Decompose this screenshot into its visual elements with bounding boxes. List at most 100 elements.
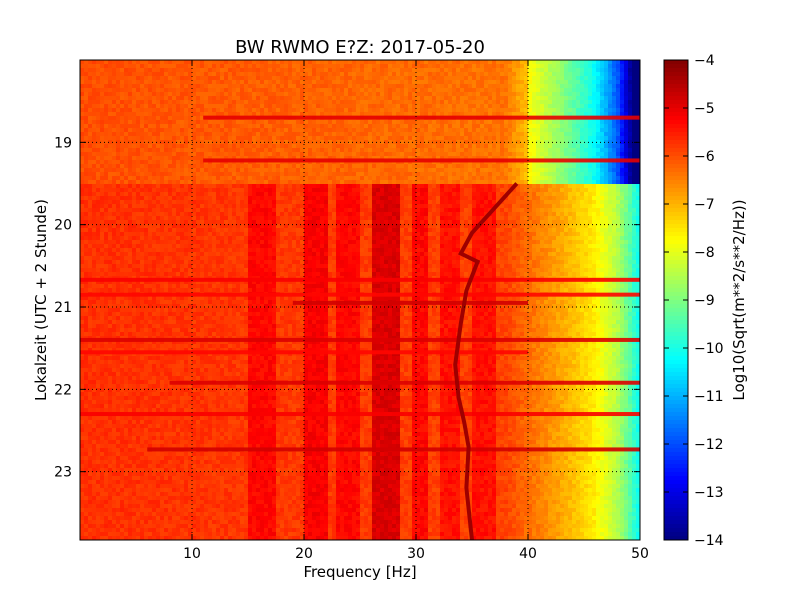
heatmap-cell — [260, 124, 265, 129]
heatmap-cell — [620, 180, 625, 185]
heatmap-cell — [584, 64, 589, 69]
heatmap-cell — [416, 124, 421, 129]
heatmap-cell — [376, 96, 381, 101]
heatmap-cell — [104, 192, 109, 197]
heatmap-cell — [280, 68, 285, 73]
heatmap-cell — [204, 176, 209, 181]
heatmap-cell — [536, 92, 541, 97]
heatmap-cell — [444, 152, 449, 157]
heatmap-cell — [256, 172, 261, 177]
heatmap-cell — [532, 196, 537, 201]
heatmap-cell — [440, 132, 445, 137]
heatmap-cell — [120, 84, 125, 89]
heatmap-cell — [200, 108, 205, 113]
heatmap-cell — [468, 72, 473, 77]
heatmap-cell — [372, 168, 377, 173]
heatmap-cell — [264, 168, 269, 173]
heatmap-cell — [116, 164, 121, 169]
heatmap-cell — [388, 76, 393, 81]
heatmap-cell — [312, 196, 317, 201]
heatmap-cell — [104, 68, 109, 73]
heatmap-cell — [564, 68, 569, 73]
heatmap-cell — [120, 76, 125, 81]
heatmap-cell — [464, 128, 469, 133]
heatmap-cell — [508, 72, 513, 77]
heatmap-cell — [252, 200, 257, 205]
heatmap-cell — [368, 120, 373, 125]
heatmap-cell — [228, 64, 233, 69]
heatmap-cell — [128, 60, 133, 65]
heatmap-cell — [88, 120, 93, 125]
heatmap-cell — [236, 148, 241, 153]
heatmap-cell — [84, 88, 89, 93]
heatmap-cell — [156, 104, 161, 109]
heatmap-cell — [352, 152, 357, 157]
heatmap-cell — [568, 92, 573, 97]
heatmap-cell — [628, 72, 633, 77]
heatmap-cell — [420, 148, 425, 153]
heatmap-cell — [600, 80, 605, 85]
heatmap-cell — [484, 148, 489, 153]
heatmap-cell — [240, 152, 245, 157]
heatmap-cell — [432, 172, 437, 177]
heatmap-cell — [244, 140, 249, 145]
heatmap-cell — [264, 100, 269, 105]
heatmap-cell — [572, 108, 577, 113]
heatmap-cell — [508, 120, 513, 125]
heatmap-cell — [508, 100, 513, 105]
heatmap-cell — [200, 104, 205, 109]
heatmap-cell — [260, 100, 265, 105]
heatmap-cell — [92, 108, 97, 113]
heatmap-cell — [588, 60, 593, 65]
heatmap-cell — [228, 168, 233, 173]
heatmap-cell — [84, 116, 89, 121]
heatmap-cell — [84, 60, 89, 65]
heatmap-cell — [308, 92, 313, 97]
heatmap-cell — [284, 80, 289, 85]
heatmap-cell — [460, 196, 465, 201]
heatmap-cell — [524, 196, 529, 201]
heatmap-cell — [196, 96, 201, 101]
heatmap-cell — [188, 84, 193, 89]
heatmap-cell — [408, 156, 413, 161]
heatmap-cell — [556, 100, 561, 105]
heatmap-cell — [352, 72, 357, 77]
heatmap-cell — [532, 100, 537, 105]
heatmap-cell — [200, 60, 205, 65]
heatmap-cell — [164, 60, 169, 65]
heatmap-cell — [212, 60, 217, 65]
heatmap-cell — [276, 120, 281, 125]
heatmap-cell — [484, 180, 489, 185]
heatmap-cell — [156, 140, 161, 145]
heatmap-cell — [636, 164, 641, 169]
heatmap-cell — [552, 84, 557, 89]
heatmap-cell — [280, 152, 285, 157]
heatmap-cell — [160, 68, 165, 73]
heatmap-cell — [156, 76, 161, 81]
heatmap-cell — [444, 148, 449, 153]
heatmap-cell — [576, 188, 581, 193]
heatmap-cell — [428, 156, 433, 161]
heatmap-cell — [148, 120, 153, 125]
heatmap-cell — [344, 64, 349, 69]
heatmap-cell — [132, 200, 137, 205]
heatmap-cell — [528, 168, 533, 173]
heatmap-cell — [488, 68, 493, 73]
heatmap-cell — [140, 200, 145, 205]
heatmap-cell — [232, 164, 237, 169]
heatmap-cell — [252, 96, 257, 101]
heatmap-cell — [160, 200, 165, 205]
heatmap-cell — [184, 152, 189, 157]
heatmap-cell — [148, 80, 153, 85]
heatmap-cell — [572, 64, 577, 69]
heatmap-cell — [512, 108, 517, 113]
heatmap-cell — [424, 180, 429, 185]
heatmap-cell — [492, 128, 497, 133]
heatmap-cell — [392, 140, 397, 145]
heatmap-cell — [524, 192, 529, 197]
heatmap-cell — [408, 184, 413, 189]
heatmap-cell — [624, 196, 629, 201]
heatmap-cell — [344, 148, 349, 153]
heatmap-cell — [628, 168, 633, 173]
heatmap-cell — [328, 88, 333, 93]
